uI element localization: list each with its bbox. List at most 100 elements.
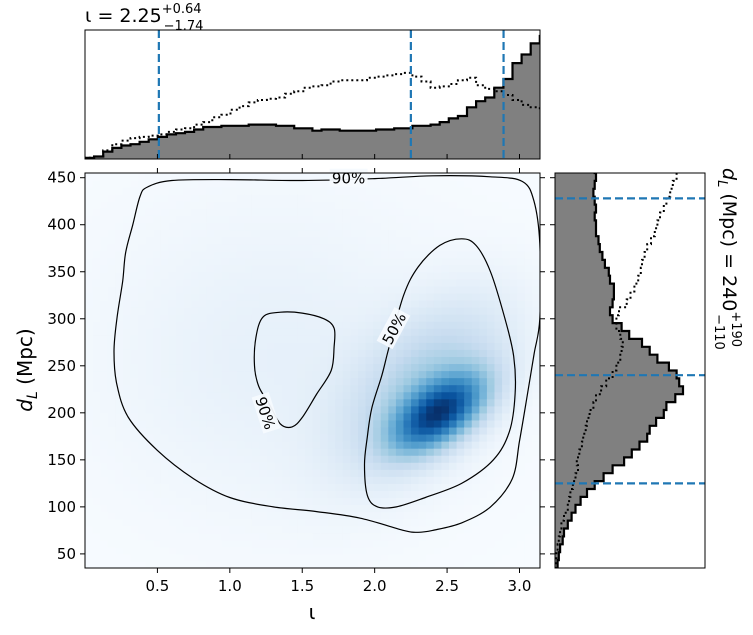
heatmap-cell	[365, 349, 374, 357]
heatmap-cell	[289, 250, 298, 259]
heatmap-cell	[479, 349, 488, 357]
heatmap-cell	[532, 250, 540, 259]
heatmap-cell	[441, 328, 450, 336]
heatmap-cell	[517, 215, 526, 223]
heatmap-cell	[221, 525, 230, 534]
heatmap-cell	[312, 292, 321, 301]
heatmap-cell	[206, 441, 215, 449]
heatmap-cell	[327, 307, 336, 315]
heatmap-cell	[509, 271, 518, 280]
heatmap-cell	[236, 441, 245, 449]
heatmap-cell	[160, 483, 170, 492]
heatmap-cell	[138, 483, 147, 492]
heatmap-cell	[365, 504, 374, 513]
heatmap-cell	[464, 356, 473, 365]
heatmap-cell	[373, 553, 382, 562]
heatmap-cell	[418, 384, 427, 393]
heatmap-cell	[145, 441, 154, 449]
heatmap-cell	[456, 462, 465, 470]
heatmap-cell	[206, 222, 215, 231]
heatmap-cell	[115, 229, 124, 238]
heatmap-cell	[342, 377, 352, 386]
heatmap-cell	[236, 229, 245, 238]
heatmap-cell	[471, 257, 480, 266]
heatmap-cell	[85, 384, 94, 393]
heatmap-cell	[426, 483, 435, 492]
heatmap-cell	[350, 321, 359, 329]
heatmap-cell	[100, 208, 109, 216]
y-tick-label: 450	[47, 169, 76, 187]
heatmap-cell	[160, 370, 170, 379]
heatmap-cell	[191, 257, 200, 266]
heatmap-cell	[312, 483, 321, 492]
heatmap-cell	[122, 307, 132, 315]
heatmap-cell	[426, 433, 435, 442]
heatmap-cell	[244, 539, 253, 548]
heatmap-cell	[365, 384, 374, 393]
heatmap-cell	[380, 518, 389, 527]
heatmap-cell	[342, 187, 352, 195]
heatmap-cell	[267, 201, 276, 209]
heatmap-cell	[191, 412, 200, 421]
heatmap-cell	[221, 490, 230, 499]
heatmap-cell	[532, 441, 540, 449]
heatmap-cell	[221, 455, 230, 463]
heatmap-cell	[494, 243, 503, 252]
heatmap-cell	[373, 539, 382, 548]
heatmap-cell	[107, 335, 116, 343]
heatmap-cell	[145, 405, 154, 414]
heatmap-cell	[183, 391, 192, 400]
heatmap-cell	[486, 553, 496, 562]
heatmap-cell	[244, 476, 253, 484]
heatmap-cell	[358, 391, 367, 400]
heatmap-cell	[267, 243, 276, 252]
heatmap-cell	[92, 462, 101, 470]
heatmap-cell	[403, 356, 412, 365]
heatmap-cell	[130, 539, 139, 548]
heatmap-cell	[395, 455, 405, 463]
heatmap-cell	[456, 448, 465, 456]
heatmap-cell	[365, 201, 374, 209]
heatmap-cell	[532, 314, 540, 322]
heatmap-cell	[388, 476, 397, 484]
heatmap-cell	[449, 314, 458, 322]
heatmap-cell	[107, 349, 116, 357]
heatmap-cell	[213, 201, 223, 209]
heatmap-cell	[176, 490, 185, 499]
heatmap-cell	[403, 504, 412, 513]
heatmap-cell	[213, 328, 223, 336]
top-marginal-title: ι = 2.25+0.64 −1.74	[85, 2, 203, 34]
heatmap-cell	[304, 285, 314, 294]
heatmap-cell	[471, 553, 480, 562]
heatmap-cell	[282, 539, 291, 548]
heatmap-cell	[183, 553, 192, 562]
heatmap-cell	[92, 321, 101, 329]
heatmap-cell	[85, 271, 94, 280]
heatmap-cell	[206, 349, 215, 357]
heatmap-cell	[198, 194, 207, 202]
heatmap-cell	[198, 335, 207, 343]
heatmap-cell	[320, 349, 329, 357]
heatmap-cell	[229, 229, 238, 238]
heatmap-cell	[433, 314, 443, 322]
heatmap-cell	[130, 518, 139, 527]
heatmap-cell	[130, 426, 139, 435]
heatmap-cell	[403, 398, 412, 407]
heatmap-cell	[388, 243, 397, 252]
heatmap-cell	[183, 321, 192, 329]
heatmap-cell	[267, 187, 276, 195]
heatmap-cell	[304, 370, 314, 379]
heatmap-cell	[229, 363, 238, 372]
heatmap-cell	[471, 222, 480, 231]
heatmap-cell	[365, 560, 374, 568]
heatmap-cell	[395, 546, 405, 555]
heatmap-cell	[403, 384, 412, 393]
heatmap-cell	[304, 476, 314, 484]
heatmap-cell	[297, 525, 306, 534]
heatmap-cell	[304, 187, 314, 195]
heatmap-cell	[380, 180, 389, 188]
heatmap-cell	[320, 250, 329, 259]
heatmap-cell	[524, 441, 534, 449]
heatmap-cell	[138, 539, 147, 548]
heatmap-cell	[168, 222, 177, 231]
